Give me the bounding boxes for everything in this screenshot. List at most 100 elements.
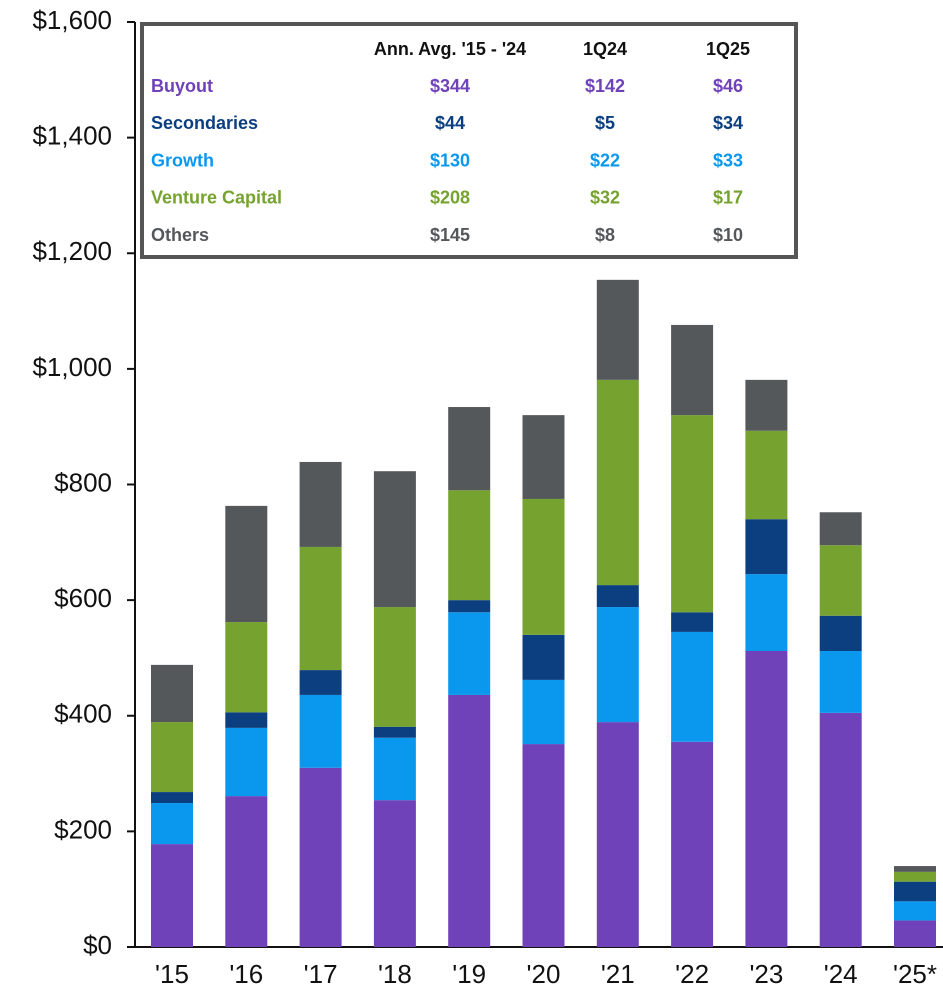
bar-segment bbox=[448, 600, 491, 613]
bar-segment bbox=[299, 546, 342, 671]
bar-segment bbox=[448, 407, 491, 491]
table-cell: $8 bbox=[595, 225, 615, 245]
bar-segment bbox=[671, 612, 714, 632]
bar-segment bbox=[225, 622, 268, 713]
y-tick-label: $600 bbox=[54, 583, 112, 613]
bar-segment bbox=[596, 279, 639, 380]
bar-segment bbox=[225, 727, 268, 797]
bar-segment bbox=[299, 694, 342, 768]
bar-segment bbox=[151, 792, 193, 804]
bar-segment bbox=[745, 519, 788, 575]
bar-segment bbox=[894, 920, 936, 947]
bar-segment bbox=[596, 585, 639, 608]
x-tick-label: '17 bbox=[304, 959, 338, 989]
x-tick-label: '25* bbox=[893, 959, 937, 989]
y-tick-label: $400 bbox=[54, 699, 112, 729]
table-cell: $142 bbox=[585, 76, 625, 96]
row-label: Buyout bbox=[151, 76, 213, 96]
table-cell: $46 bbox=[713, 76, 743, 96]
x-tick-label: '15 bbox=[155, 959, 189, 989]
table-cell: $10 bbox=[713, 225, 743, 245]
bar-segment bbox=[819, 512, 862, 546]
bar-segment bbox=[522, 744, 565, 947]
y-tick-label: $0 bbox=[83, 930, 112, 960]
bar-segment bbox=[299, 461, 342, 547]
bar-segment bbox=[671, 631, 714, 742]
bar-segment bbox=[448, 612, 491, 695]
x-tick-label: '21 bbox=[601, 959, 635, 989]
bar-segment bbox=[151, 844, 193, 947]
bar-segment bbox=[596, 379, 639, 586]
table-cell: $32 bbox=[590, 188, 620, 208]
table-cell: $208 bbox=[430, 188, 470, 208]
bar-segment bbox=[745, 430, 788, 520]
row-label: Secondaries bbox=[151, 113, 258, 133]
column-header: Ann. Avg. '15 - '24 bbox=[374, 39, 526, 59]
y-tick-label: $200 bbox=[54, 814, 112, 844]
x-tick-label: '24 bbox=[824, 959, 858, 989]
x-tick-label: '18 bbox=[378, 959, 412, 989]
column-header: 1Q24 bbox=[583, 39, 627, 59]
bar-segment bbox=[894, 866, 936, 872]
table-cell: $145 bbox=[430, 225, 470, 245]
bar-segment bbox=[522, 415, 565, 499]
bar-segment bbox=[373, 726, 416, 738]
bar-segment bbox=[373, 737, 416, 801]
column-header: 1Q25 bbox=[706, 39, 750, 59]
bar-segment bbox=[225, 796, 268, 947]
table-cell: $44 bbox=[435, 113, 465, 133]
x-tick-label: '19 bbox=[452, 959, 486, 989]
bar-segment bbox=[373, 607, 416, 727]
table-cell: $17 bbox=[713, 188, 743, 208]
table-cell: $34 bbox=[713, 113, 743, 133]
bar-segment bbox=[151, 803, 193, 845]
bar-segment bbox=[745, 651, 788, 947]
bar-segment bbox=[819, 615, 862, 651]
bar-segment bbox=[299, 767, 342, 947]
x-tick-label: '20 bbox=[527, 959, 561, 989]
bar-segment bbox=[373, 800, 416, 947]
y-tick-label: $1,600 bbox=[32, 5, 112, 35]
bar-segment bbox=[745, 574, 788, 651]
y-tick-label: $800 bbox=[54, 467, 112, 497]
table-cell: $22 bbox=[590, 150, 620, 170]
row-label: Venture Capital bbox=[151, 188, 282, 208]
table-cell: $344 bbox=[430, 76, 470, 96]
bar-segment bbox=[299, 670, 342, 695]
bar-segment bbox=[522, 498, 565, 635]
x-tick-label: '22 bbox=[675, 959, 709, 989]
x-tick-label: '23 bbox=[749, 959, 783, 989]
y-tick-label: $1,400 bbox=[32, 121, 112, 151]
bar-segment bbox=[894, 881, 936, 902]
bar-segment bbox=[522, 634, 565, 680]
y-tick-label: $1,000 bbox=[32, 352, 112, 382]
table-cell: $33 bbox=[713, 150, 743, 170]
bar-segment bbox=[819, 712, 862, 947]
bar-segment bbox=[373, 471, 416, 608]
bar-segment bbox=[671, 324, 714, 416]
row-label: Growth bbox=[151, 150, 214, 170]
summary-table bbox=[140, 22, 798, 259]
bar-segment bbox=[671, 741, 714, 947]
bar-segment bbox=[894, 901, 936, 921]
table-cell: $5 bbox=[595, 113, 615, 133]
bar-segment bbox=[819, 651, 862, 713]
bar-segment bbox=[225, 505, 268, 623]
table-cell: $130 bbox=[430, 150, 470, 170]
bar-segment bbox=[151, 722, 193, 793]
bar-segment bbox=[151, 664, 193, 723]
y-tick-label: $1,200 bbox=[32, 236, 112, 266]
bar-segment bbox=[596, 722, 639, 947]
bar-segment bbox=[894, 871, 936, 882]
bar-segment bbox=[596, 607, 639, 723]
row-label: Others bbox=[151, 225, 209, 245]
bar-segment bbox=[448, 694, 491, 947]
x-tick-label: '16 bbox=[229, 959, 263, 989]
bar-segment bbox=[671, 415, 714, 613]
bar-segment bbox=[522, 679, 565, 745]
bar-segment bbox=[448, 490, 491, 601]
bar-segment bbox=[225, 712, 268, 728]
bar-segment bbox=[745, 379, 788, 431]
bar-segment bbox=[819, 545, 862, 616]
